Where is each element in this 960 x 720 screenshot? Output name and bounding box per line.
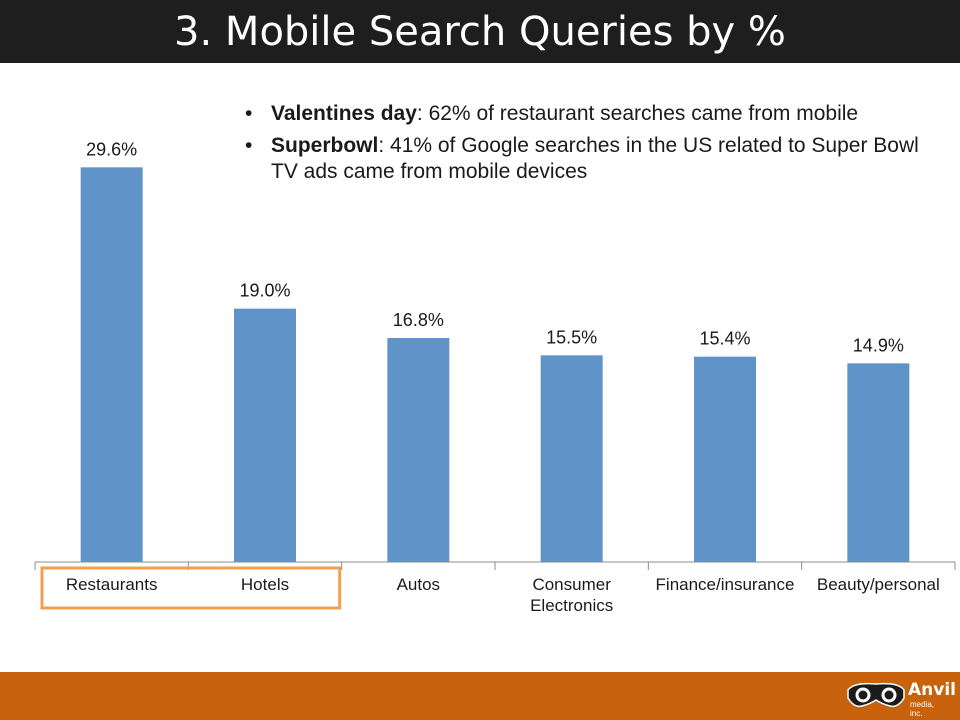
x-tick-label: Finance/insurance [656, 575, 795, 594]
title-bar: 3. Mobile Search Queries by % [0, 0, 960, 63]
bullet-list: • Valentines day: 62% of restaurant sear… [245, 101, 935, 191]
bullet-text: : 41% of Google searches in the US relat… [271, 134, 919, 183]
footer-bar: Anvil media, inc. [0, 672, 960, 720]
bar-1 [80, 167, 143, 562]
bar-3 [387, 338, 450, 562]
x-tick-label: Beauty/personal [817, 575, 940, 594]
x-tick-label: Consumer [532, 575, 611, 594]
x-tick-label: Hotels [241, 575, 289, 594]
data-label: 15.5% [546, 327, 597, 347]
bullet-label: Superbowl [271, 134, 379, 157]
data-label: 19.0% [239, 281, 290, 301]
bullet-icon: • [245, 102, 253, 125]
anvil-logo: Anvil media, inc. [846, 678, 956, 718]
bullet-item-superbowl: • Superbowl: 41% of Google searches in t… [245, 133, 935, 185]
bar-6 [847, 363, 910, 562]
bar-2 [234, 308, 296, 562]
bullet-item-valentines: • Valentines day: 62% of restaurant sear… [245, 101, 935, 127]
bullet-label: Valentines day [271, 102, 417, 125]
x-tick-label: Electronics [530, 596, 613, 615]
bar-chart: 29.6% Restaurants 19.0% Hotels 16.8% Autos 15.… [34, 139, 956, 615]
data-label: 14.9% [853, 335, 904, 355]
bar-5 [694, 356, 756, 562]
bullet-icon: • [245, 134, 253, 157]
anvil-goggles-icon [847, 682, 905, 708]
slide-title: 3. Mobile Search Queries by % [174, 9, 786, 55]
bar-4 [540, 355, 603, 562]
data-label: 29.6% [86, 139, 137, 159]
data-label: 16.8% [393, 310, 444, 330]
x-tick-label: Autos [397, 575, 440, 594]
logo-wordmark: Anvil [908, 680, 956, 700]
data-label: 15.4% [699, 329, 750, 349]
logo-subtitle: media, inc. [910, 700, 935, 718]
highlight-box [40, 566, 342, 610]
bullet-text: : 62% of restaurant searches came from m… [416, 102, 859, 125]
x-tick-label: Restaurants [66, 575, 158, 594]
